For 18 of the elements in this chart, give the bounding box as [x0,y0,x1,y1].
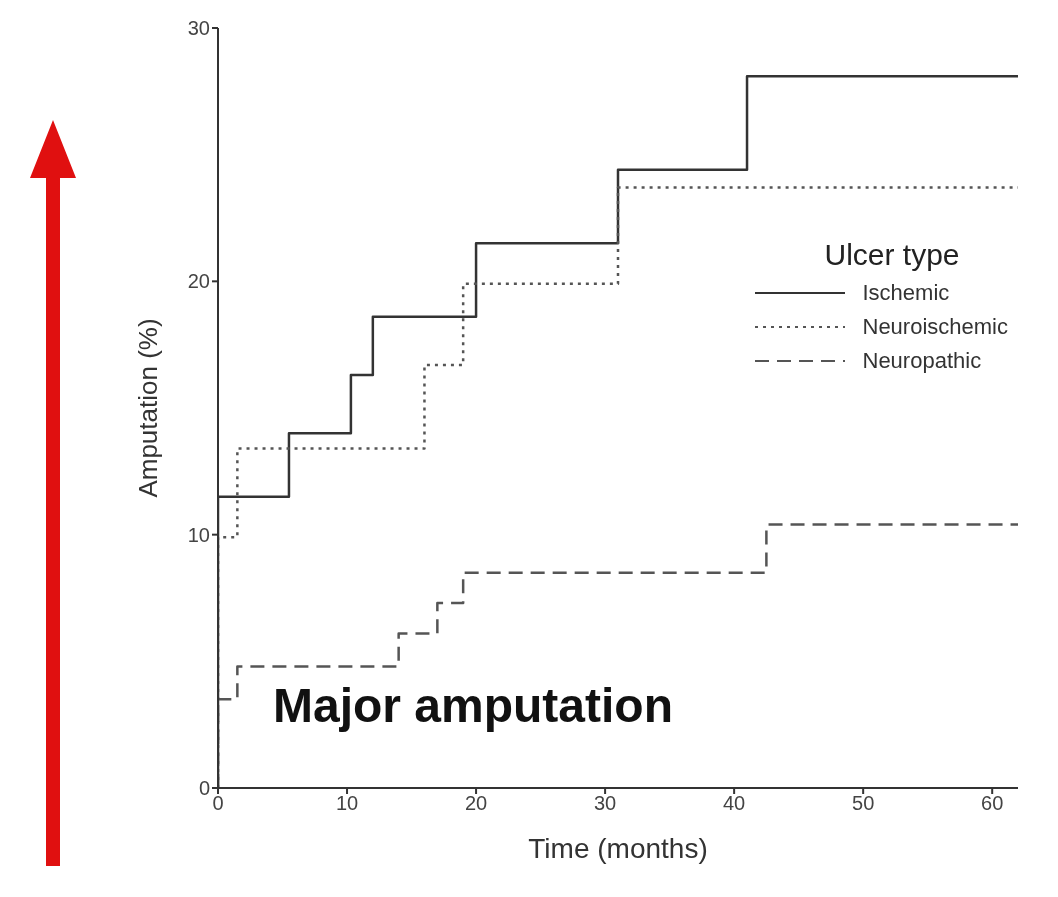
legend-label: Neuroischemic [862,314,1008,340]
y-tick-label: 30 [187,17,210,40]
y-tick-label: 20 [187,270,210,293]
legend-label: Ischemic [862,280,950,306]
y-tick-label: 0 [198,777,210,800]
legend-title: Ulcer type [824,238,961,272]
x-axis-title: Time (months) [528,833,708,864]
x-tick-label: 0 [212,792,224,815]
x-tick-label: 50 [852,792,875,815]
x-tick-label: 30 [593,792,617,815]
x-tick-label: 10 [335,792,359,815]
x-tick-label: 40 [723,792,746,815]
x-tick-label: 60 [981,792,1004,815]
y-axis-title: Amputation (%) [133,318,164,498]
y-tick-label: 10 [187,523,210,546]
legend-label: Neuropathic [862,348,982,374]
annotation: Major amputation [273,678,674,733]
x-tick-label: 20 [464,792,488,815]
